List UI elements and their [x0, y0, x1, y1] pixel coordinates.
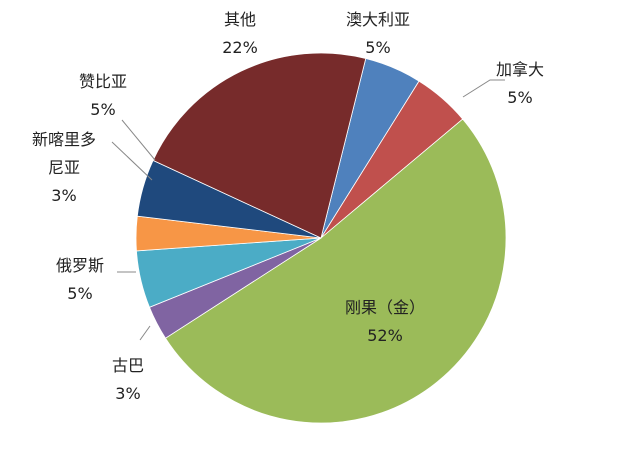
pie-slice [152, 52, 367, 239]
slice-name: 刚果（金） [344, 298, 426, 317]
slice-percent: 3% [115, 384, 141, 403]
leader-line [139, 325, 151, 341]
data-label: 澳大利亚 5% [346, 6, 410, 62]
slice-percent: 52% [367, 326, 403, 345]
slice-name: 俄罗斯 [55, 256, 105, 275]
slice-percent: 3% [51, 186, 77, 205]
slice-name: 古巴 [111, 356, 145, 375]
leader-line [111, 141, 153, 181]
slice-name: 加拿大 [495, 60, 545, 79]
data-label: 刚果（金） 52% [345, 294, 425, 350]
slice-percent: 5% [507, 88, 533, 107]
data-label: 俄罗斯 5% [56, 252, 104, 308]
slice-name: 其他 [223, 10, 256, 29]
slice-percent: 5% [90, 100, 116, 119]
slice-name: 尼亚 [47, 158, 81, 177]
data-label: 赞比亚 5% [79, 68, 127, 124]
slice-percent: 5% [365, 38, 391, 57]
data-label: 加拿大 5% [496, 56, 544, 112]
leader-line [121, 119, 156, 161]
slice-name: 赞比亚 [78, 72, 128, 91]
leader-line [462, 79, 505, 98]
data-label: 古巴 3% [112, 352, 144, 408]
pie-slice [164, 118, 507, 424]
data-label: 新喀里多尼亚 3% [32, 126, 96, 210]
slice-name: 新喀里多 [31, 130, 97, 149]
slice-percent: 22% [222, 38, 258, 57]
data-label: 其他 22% [222, 6, 258, 62]
slice-name: 澳大利亚 [345, 10, 411, 29]
slice-percent: 5% [67, 284, 93, 303]
